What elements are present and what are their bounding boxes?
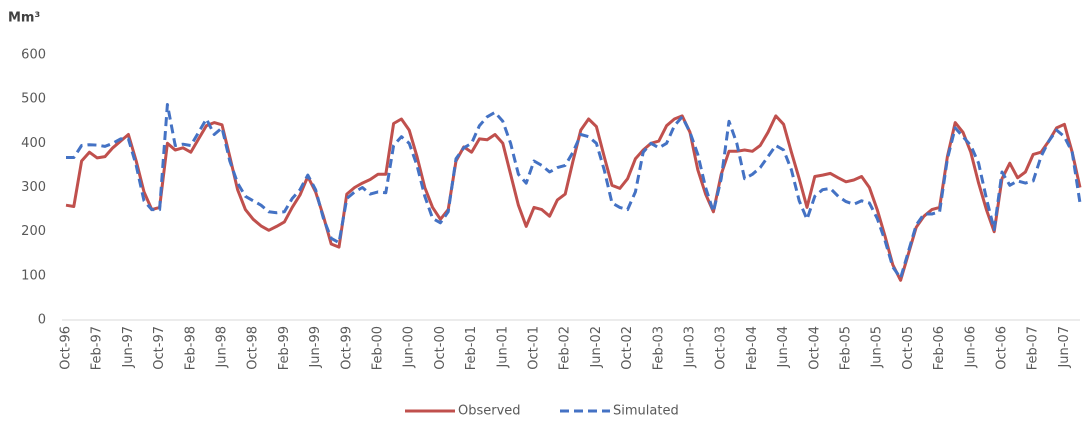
x-tick-label: Jun-05: [870, 326, 885, 369]
x-tick-label: Jun-01: [495, 326, 510, 369]
legend-entry: Simulated: [560, 404, 679, 419]
x-tick-label: Feb-04: [745, 326, 760, 370]
x-tick-label: Oct-97: [152, 326, 167, 370]
x-tick-label: Jun-07: [1057, 326, 1072, 369]
legend-label: Simulated: [613, 404, 679, 419]
x-tick-label: Oct-99: [339, 326, 354, 370]
x-tick-label: Oct-02: [620, 326, 635, 370]
series-line: [66, 103, 1082, 280]
x-tick-label: Feb-06: [932, 326, 947, 370]
x-tick-label: Feb-05: [839, 326, 854, 370]
y-tick-label: 200: [21, 224, 46, 239]
x-tick-label: Oct-03: [714, 326, 729, 370]
x-tick-label: Jun-06: [963, 326, 978, 369]
y-tick-label: 500: [21, 92, 46, 107]
x-tick-label: Feb-00: [371, 326, 386, 370]
x-tick-label: Oct-01: [527, 326, 542, 370]
x-tick-label: Oct-98: [246, 326, 261, 370]
x-tick-label: Jun-03: [683, 326, 698, 369]
x-tick-label: Oct-06: [995, 326, 1010, 370]
x-tick-label: Feb-97: [90, 326, 105, 370]
x-tick-label: Feb-01: [464, 326, 479, 370]
x-tick-label: Feb-03: [651, 326, 666, 370]
legend-label: Observed: [458, 404, 521, 419]
x-tick-label: Feb-02: [558, 326, 573, 370]
series-line: [65, 114, 1082, 282]
x-tick-label: Jun-99: [308, 326, 323, 369]
y-tick-label: 300: [21, 180, 46, 195]
x-tick-label: Feb-99: [277, 326, 292, 370]
legend-entry: Observed: [405, 404, 521, 419]
x-tick-label: Jun-98: [215, 326, 230, 369]
x-tick-label: Jun-02: [589, 326, 604, 369]
x-tick-label: Oct-96: [59, 326, 74, 370]
x-tick-label: Oct-04: [807, 326, 822, 370]
y-tick-label: 600: [21, 48, 46, 63]
y-tick-label: 0: [38, 313, 46, 328]
y-axis-unit: Mm³: [8, 11, 40, 26]
y-tick-label: 100: [21, 268, 46, 283]
x-tick-label: Feb-07: [1026, 326, 1041, 370]
x-tick-label: Feb-98: [183, 326, 198, 370]
x-tick-label: Oct-05: [901, 326, 916, 370]
x-tick-label: Jun-97: [121, 326, 136, 369]
x-tick-label: Jun-00: [402, 326, 417, 369]
x-tick-label: Oct-00: [433, 326, 448, 370]
x-tick-label: Jun-04: [776, 326, 791, 369]
y-tick-label: 400: [21, 136, 46, 151]
